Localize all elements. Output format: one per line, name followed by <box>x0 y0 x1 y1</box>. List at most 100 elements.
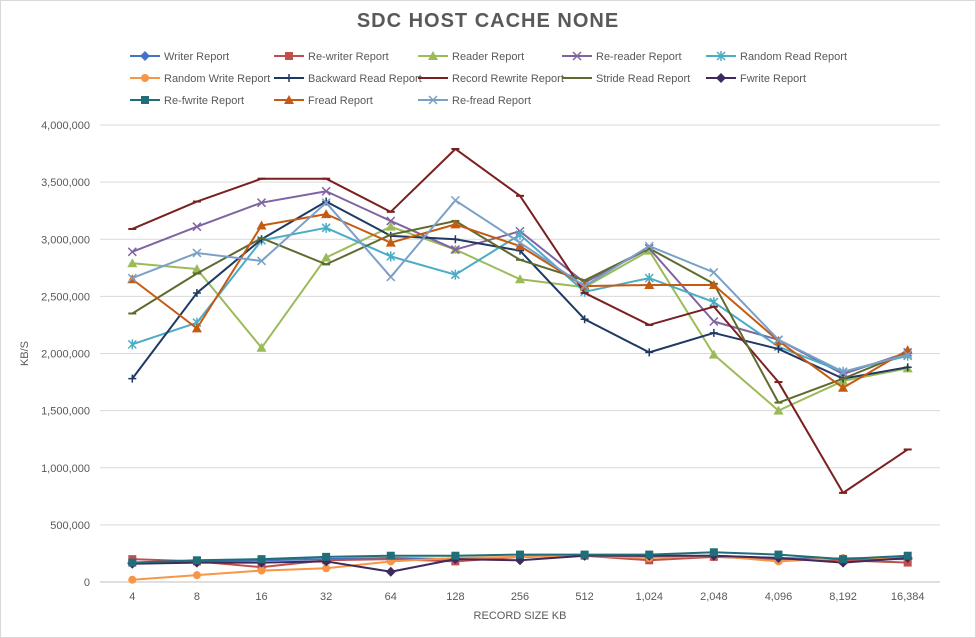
data-point <box>192 556 201 565</box>
series-re-fread-report <box>127 195 913 377</box>
y-tick-label: 3,000,000 <box>41 234 90 246</box>
data-point <box>450 245 460 255</box>
data-point <box>386 216 396 226</box>
data-point <box>709 267 719 277</box>
data-point <box>709 548 718 557</box>
legend-item: Fwrite Report <box>706 73 806 85</box>
x-tick-label: 32 <box>320 591 332 603</box>
y-tick-label: 4,000,000 <box>41 120 90 132</box>
legend-label: Backward Read Report <box>308 73 422 85</box>
data-point <box>709 316 719 327</box>
data-point <box>708 349 719 359</box>
data-point <box>322 552 331 561</box>
data-point <box>386 251 396 262</box>
legend-marker <box>428 95 438 105</box>
legend-label: Stride Read Report <box>596 73 690 85</box>
data-point <box>903 551 912 560</box>
data-point <box>773 335 783 345</box>
y-tick-label: 2,000,000 <box>41 349 90 361</box>
x-tick-label: 16,384 <box>891 591 925 603</box>
series-stride-read-report <box>128 219 912 404</box>
data-point <box>709 297 719 308</box>
legend-label: Writer Report <box>164 51 229 63</box>
legend-label: Random Read Report <box>740 51 847 63</box>
data-point <box>256 342 267 352</box>
legend-item: Stride Read Report <box>562 73 690 85</box>
data-point <box>515 238 525 248</box>
legend-item: Re-writer Report <box>274 51 389 63</box>
x-tick-label: 4,096 <box>765 591 793 603</box>
x-tick-label: 256 <box>511 591 529 603</box>
x-tick-label: 2,048 <box>700 591 728 603</box>
data-point <box>127 247 137 257</box>
data-point <box>644 279 655 289</box>
data-point <box>580 315 589 324</box>
data-point <box>580 281 590 291</box>
data-point <box>192 571 201 580</box>
data-point <box>257 198 267 208</box>
data-point <box>515 229 525 240</box>
data-point <box>322 197 331 206</box>
data-point <box>257 256 267 266</box>
data-point <box>257 566 266 575</box>
data-point <box>645 348 654 357</box>
data-point <box>192 288 201 297</box>
legend-label: Random Write Report <box>164 73 270 85</box>
data-point <box>774 344 783 353</box>
legend-marker <box>716 73 726 83</box>
legend-marker <box>284 95 294 104</box>
x-tick-label: 512 <box>575 591 593 603</box>
data-point <box>450 219 461 229</box>
data-point <box>450 269 460 280</box>
legend-label: Re-fwrite Report <box>164 95 244 107</box>
data-point <box>321 252 332 262</box>
data-point <box>322 564 331 573</box>
data-point <box>257 555 266 564</box>
legend-label: Fwrite Report <box>740 73 806 85</box>
legend-marker <box>428 51 438 60</box>
y-tick-label: 2,500,000 <box>41 291 90 303</box>
series-line <box>131 213 909 389</box>
x-tick-label: 128 <box>446 591 464 603</box>
legend-label: Re-writer Report <box>308 51 389 63</box>
x-tick-label: 1,024 <box>635 591 663 603</box>
data-point <box>708 279 719 289</box>
y-tick-label: 0 <box>84 577 90 589</box>
data-point <box>644 241 654 251</box>
data-point <box>386 551 395 560</box>
legend-marker <box>285 74 293 82</box>
y-tick-label: 500,000 <box>50 520 90 532</box>
data-point <box>128 558 137 567</box>
series-line <box>131 147 909 494</box>
legend-marker <box>141 96 149 104</box>
series-backward-read-report <box>128 197 912 383</box>
data-point <box>321 186 331 196</box>
legend-marker <box>285 52 293 60</box>
data-point <box>838 367 848 377</box>
data-point <box>515 241 525 251</box>
data-point <box>321 222 331 233</box>
gridlines <box>100 124 940 583</box>
x-tick-label: 8,192 <box>829 591 857 603</box>
legend-item: Re-fwrite Report <box>130 95 244 107</box>
data-point <box>773 405 784 415</box>
series-record-rewrite-report <box>128 147 912 494</box>
data-point <box>321 209 332 219</box>
x-tick-label: 16 <box>255 591 267 603</box>
legend-label: Record Rewrite Report <box>452 73 564 85</box>
legend-item: Record Rewrite Report <box>418 73 564 85</box>
legend: Writer Report Re-writer Report Reader Repo… <box>130 51 847 107</box>
legend-item: Re-fread Report <box>418 95 531 107</box>
legend-label: Re-fread Report <box>452 95 531 107</box>
data-point <box>256 220 267 230</box>
data-point <box>450 195 460 205</box>
data-point <box>128 374 137 383</box>
legend-label: Reader Report <box>452 51 524 63</box>
data-point <box>191 323 202 333</box>
data-point <box>774 550 783 559</box>
data-point <box>580 550 589 559</box>
legend-marker <box>141 74 149 82</box>
x-tick-label: 64 <box>385 591 397 603</box>
legend-item: Random Read Report <box>706 51 847 63</box>
